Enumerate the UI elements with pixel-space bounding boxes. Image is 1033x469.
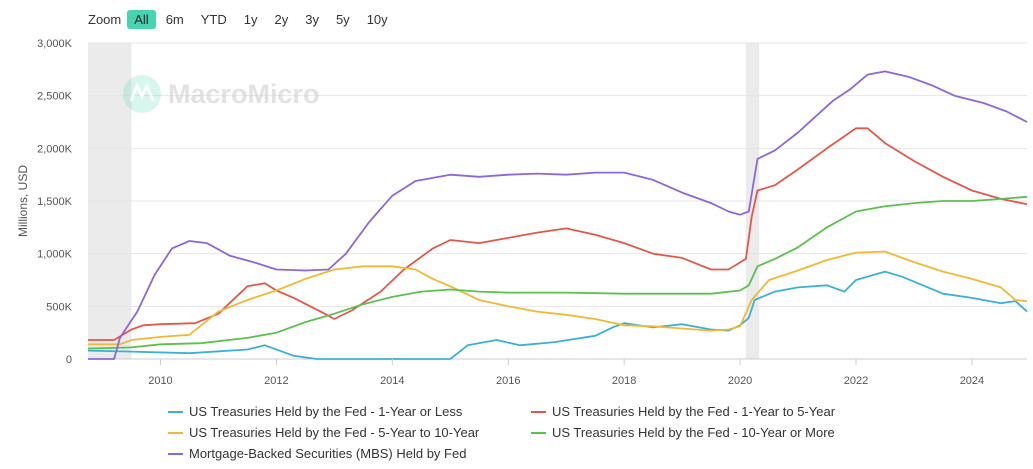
x-tick-label: 2022 <box>844 375 868 387</box>
series-line-4 <box>87 195 1028 350</box>
legend-item-label: US Treasuries Held by the Fed - 1-Year o… <box>189 404 463 419</box>
y-axis-label: Millions, USD <box>16 165 30 237</box>
x-tick-label: 2018 <box>612 375 636 387</box>
legend: US Treasuries Held by the Fed - 1-Year o… <box>168 404 836 461</box>
x-tick-label: 2010 <box>148 375 172 387</box>
x-tick-label: 2012 <box>264 375 288 387</box>
y-tick-label: 500K <box>46 301 72 313</box>
series-lines <box>87 70 1028 360</box>
legend-item-label: US Treasuries Held by the Fed - 10-Year … <box>552 425 835 440</box>
y-tick-label: 0 <box>66 354 72 366</box>
y-tick-label: 3,000K <box>37 38 73 50</box>
zoom-button-10y[interactable]: 10y <box>366 11 388 27</box>
axes: Millions, USD 0 500K 1,000K 1,500K 2,000K 2,5… <box>16 38 984 387</box>
y-tick-label: 2,500K <box>37 91 73 103</box>
watermark-logo-mark <box>129 82 155 102</box>
y-tick-label: 2,000K <box>37 143 73 155</box>
zoom-button-2y[interactable]: 2y <box>274 11 289 27</box>
zoom-button-5y[interactable]: 5y <box>335 11 350 27</box>
zoom-button-ytd[interactable]: YTD <box>200 11 227 27</box>
series-line-1 <box>87 270 1028 360</box>
y-tick-label: 1,000K <box>37 249 73 261</box>
gridlines <box>88 42 1027 360</box>
series-line-3 <box>88 250 1028 346</box>
legend-item-label: Mortgage-Backed Securities (MBS) Held by… <box>189 446 466 461</box>
zoom-bar: Zoom All 6m YTD 1y 2y 3y 5y 10y <box>88 8 398 30</box>
x-tick-label: 2024 <box>960 375 984 387</box>
series-line-5 <box>88 70 1028 360</box>
y-tick-label: 1,500K <box>37 196 73 208</box>
x-tick-label: 2014 <box>380 375 404 387</box>
zoom-button-all[interactable]: All <box>127 9 156 29</box>
x-tick-label: 2020 <box>728 375 752 387</box>
series-line-2 <box>88 127 1028 341</box>
zoom-button-6m[interactable]: 6m <box>165 11 184 27</box>
zoom-button-1y[interactable]: 1y <box>243 11 258 27</box>
legend-item-label: US Treasuries Held by the Fed - 1-Year t… <box>552 404 836 419</box>
x-tick-label: 2016 <box>496 375 520 387</box>
zoom-button-3y[interactable]: 3y <box>305 11 319 27</box>
legend-item-label: US Treasuries Held by the Fed - 5-Year t… <box>189 425 480 440</box>
zoom-label: Zoom <box>88 11 122 27</box>
watermark-text: MacroMicro <box>168 79 320 109</box>
watermark: MacroMicro <box>123 75 320 113</box>
